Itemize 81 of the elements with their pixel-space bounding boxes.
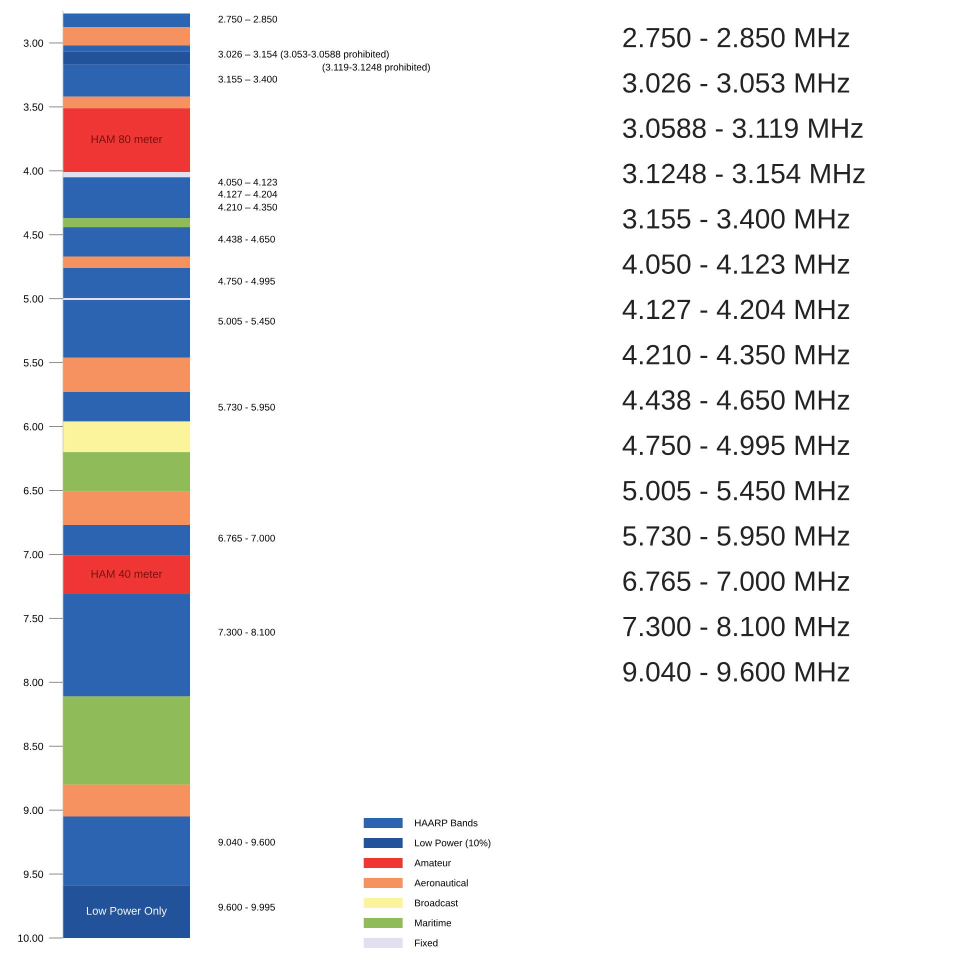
text: 3.1248 - 3.154 MHz xyxy=(623,164,865,184)
y-tick-label: 7.00 xyxy=(24,550,44,558)
text: 5.730 - 5.950 MHz xyxy=(623,526,850,546)
text: 3.026 – 3.154 (3.053-3.0588 prohibited) xyxy=(218,50,389,60)
y-tick-label: 6.50 xyxy=(24,486,44,494)
text: 4.750 - 4.995 MHz xyxy=(622,435,850,456)
bar xyxy=(63,594,190,696)
bar xyxy=(63,227,190,256)
y-tick-label: 9.50 xyxy=(24,870,44,878)
bar xyxy=(63,816,190,886)
text: 4.210 – 4.350 xyxy=(218,204,278,211)
text: 5.005 - 5.450 xyxy=(218,318,275,325)
text: 2.750 - 2.850 MHz xyxy=(623,28,850,48)
text: 4.127 - 4.204 MHz xyxy=(622,300,850,320)
legend-label: Maritime xyxy=(415,919,452,926)
bar xyxy=(63,64,190,97)
y-tick-label: 4.50 xyxy=(24,231,44,239)
legend-label: Aeronautical xyxy=(414,879,468,886)
text: 9.040 - 9.600 xyxy=(218,838,275,846)
bar xyxy=(63,886,190,938)
bar xyxy=(63,421,190,452)
bar xyxy=(63,108,190,172)
y-tick-label: 6.00 xyxy=(24,423,44,430)
text: 7.300 - 8.100 MHz xyxy=(623,616,850,636)
bar xyxy=(63,268,190,298)
bar xyxy=(63,392,190,422)
text: 4.210 - 4.350 MHz xyxy=(622,344,850,365)
text: 2.750 – 2.850 xyxy=(218,16,278,23)
y-tick-label: 8.00 xyxy=(24,678,44,686)
bar xyxy=(63,452,190,492)
y-tick-label: 8.50 xyxy=(24,742,44,750)
text: 4.127 – 4.204 xyxy=(218,190,278,198)
bar xyxy=(63,96,190,108)
bar xyxy=(63,52,190,65)
legend-label: Amateur xyxy=(414,860,451,866)
bar xyxy=(63,177,190,218)
y-tick-label: 3.00 xyxy=(24,39,44,47)
bar xyxy=(63,172,190,178)
bar xyxy=(63,492,190,526)
text: 3.155 - 3.400 MHz xyxy=(623,208,850,229)
legend-label: HAARP Bands xyxy=(415,819,478,826)
text: 3.0588 - 3.119 MHz xyxy=(623,118,863,138)
data-label: HAM 40 meter xyxy=(92,570,162,578)
y-tick-label: 5.00 xyxy=(24,295,44,303)
y-tick-label: 9.00 xyxy=(24,806,44,814)
data-label: Low Power Only xyxy=(86,906,167,917)
text: 7.300 - 8.100 xyxy=(218,628,275,636)
y-tick-label: 3.50 xyxy=(24,103,44,111)
text: 4.050 - 4.123 MHz xyxy=(622,254,850,274)
y-tick-label: 7.50 xyxy=(24,614,44,622)
text: 5.730 - 5.950 xyxy=(218,404,275,411)
legend-label: Fixed xyxy=(415,939,438,946)
text: (3.119-3.1248 prohibited) xyxy=(322,63,430,73)
text: 9.040 - 9.600 MHz xyxy=(623,662,850,682)
bar xyxy=(63,218,190,228)
data-label: HAM 80 meter xyxy=(92,135,162,144)
legend-label: Broadcast xyxy=(415,899,458,906)
bar xyxy=(63,525,190,556)
y-tick-label: 10.00 xyxy=(18,934,44,942)
bar xyxy=(63,784,190,817)
bar xyxy=(63,256,190,268)
y-tick-label: 4.00 xyxy=(24,167,44,175)
text: 3.155 – 3.400 xyxy=(218,76,278,83)
text: 4.438 - 4.650 MHz xyxy=(622,390,850,410)
y-tick-label: 5.50 xyxy=(24,359,44,366)
bar xyxy=(63,556,190,594)
bar xyxy=(63,14,190,27)
text: 4.750 - 4.995 xyxy=(218,278,275,285)
bar xyxy=(63,46,190,52)
bar xyxy=(63,300,190,358)
text: 6.765 - 7.000 xyxy=(218,534,275,542)
bar xyxy=(63,696,190,785)
bar xyxy=(63,358,190,392)
text: 4.050 – 4.123 xyxy=(218,178,278,186)
legend-label: Low Power (10%) xyxy=(415,839,490,848)
text: 5.005 - 5.450 MHz xyxy=(623,480,850,500)
text: 3.026 - 3.053 MHz xyxy=(623,73,850,93)
text: 6.765 - 7.000 MHz xyxy=(623,571,850,592)
text: 4.438 - 4.650 xyxy=(218,236,275,243)
text: 9.600 - 9.995 xyxy=(218,904,275,911)
bar xyxy=(63,26,190,46)
